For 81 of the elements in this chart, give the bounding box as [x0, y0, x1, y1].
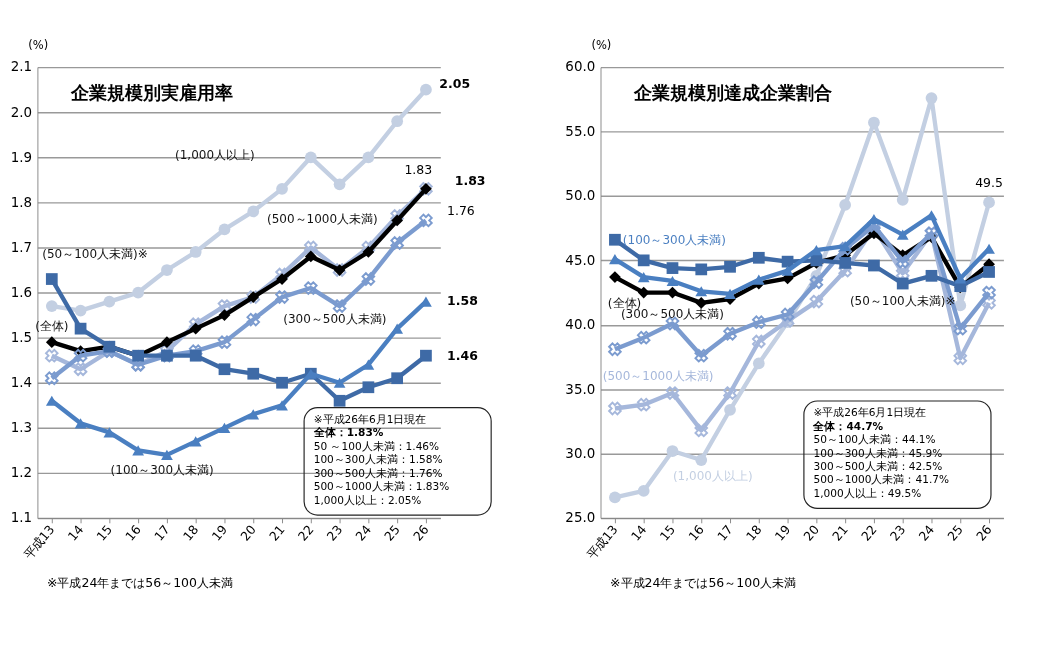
y-axis-title: (%) [28, 38, 49, 53]
y-tick-label: 1.8 [10, 194, 33, 210]
x-tick-label: 25 [381, 521, 403, 544]
x-tick-label: 16 [685, 521, 708, 544]
x-tick-label: 15 [656, 521, 679, 544]
data-label: 1.83 [404, 161, 433, 177]
annotation: 500～1000人未満：1.83% [313, 480, 450, 493]
data-label: 1.58 [447, 293, 478, 309]
x-tick-label: 23 [323, 521, 346, 544]
y-tick-label: 30.0 [565, 445, 596, 461]
series-label: (500～1000人未満) [266, 211, 378, 226]
text: ※平成24年までは56～100人未満 [47, 575, 233, 591]
x-tick-label: 23 [886, 521, 909, 544]
series-label: (300～500人未満) [283, 312, 387, 327]
y-tick-label: 1.9 [10, 149, 33, 165]
y-tick-label: 35.0 [565, 381, 596, 397]
x-tick-label: 25 [944, 521, 966, 544]
x-tick-label: 18 [179, 521, 202, 544]
annotation: 100～300人未満：45.9% [813, 446, 943, 459]
annotation: ※平成26年6月1日現在 [813, 406, 927, 419]
x-tick-label: 20 [237, 521, 260, 544]
annotation: 全体：1.83% [312, 426, 384, 439]
x-tick-label: 18 [742, 521, 765, 544]
data-label: 1.76 [447, 202, 475, 218]
annotation: 300～500人未満：42.5% [813, 460, 943, 473]
annotation: 50～100人未満：44.1% [813, 433, 936, 446]
x-tick-label: 20 [800, 521, 823, 544]
annotation: 1,000人以上：2.05% [313, 493, 422, 506]
data-label: 1.83 [454, 173, 486, 189]
series-label: (500～1000人未満) [602, 368, 714, 383]
data-label: 49.5 [975, 175, 1003, 191]
x-tick-label: 16 [122, 521, 144, 544]
annotation: 500～1000人未満：41.7% [813, 473, 949, 486]
x-tick-label: 24 [352, 521, 375, 544]
y-tick-label: 40.0 [565, 317, 596, 333]
series-label: (50～100人未満)※ [42, 246, 148, 261]
annotation: 全体：44.7% [812, 419, 884, 432]
series-label: (100～300人未満) [622, 232, 726, 247]
x-tick-label: 26 [409, 521, 432, 544]
text: (1,000人以上) [175, 148, 255, 163]
y-tick-label: 50.0 [565, 188, 596, 204]
series-label: (全体) [607, 295, 642, 310]
series-label: (50～100人未満)※ [849, 293, 956, 308]
y-tick-label: 2.1 [10, 59, 33, 75]
y-tick-label: 55.0 [565, 123, 596, 139]
series-label: (300～500人未満) [620, 307, 725, 322]
x-tick-label: 19 [208, 521, 231, 544]
annotation: ※平成26年6月1日現在 [313, 413, 427, 426]
y-tick-label: 1.7 [10, 239, 33, 255]
y-tick-label: 1.4 [10, 375, 33, 391]
annotation: 300～500人未満：1.76% [313, 466, 443, 479]
x-tick-label: 15 [93, 521, 116, 544]
y-tick-label: 60.0 [565, 59, 596, 75]
x-tick-label: 17 [714, 521, 736, 544]
text: 企業規模別達成企業割合 [633, 81, 833, 103]
text: ※平成24年までは56～100人未満 [610, 575, 797, 591]
x-tick-label: 14 [64, 521, 87, 544]
x-tick-label: 17 [150, 521, 173, 544]
x-tick-label: 22 [857, 521, 880, 544]
annotation: 1,000人以上：49.5% [813, 486, 922, 499]
data-label: 1.46 [447, 347, 478, 363]
y-axis-title: (%) [591, 38, 612, 53]
y-tick-label: 1.5 [10, 329, 33, 345]
data-label: 2.05 [439, 75, 471, 91]
x-tick-label: 19 [771, 521, 794, 544]
x-tick-label: 22 [294, 521, 317, 544]
annotation: 100～300人未満：1.58% [313, 453, 443, 466]
x-tick-label: 21 [829, 521, 851, 544]
y-tick-label: 2.0 [10, 104, 33, 120]
y-tick-label: 45.0 [565, 252, 596, 268]
x-tick-label: 21 [266, 521, 288, 544]
y-tick-label: 1.6 [10, 284, 33, 300]
series-label: (全体) [35, 318, 69, 333]
x-tick-label: 26 [973, 521, 995, 544]
y-tick-label: 1.2 [10, 465, 33, 481]
text: 企業規模別実雇用率 [69, 81, 233, 103]
x-tick-label: 24 [915, 521, 938, 544]
x-tick-label: 14 [627, 521, 650, 544]
series-label: (100～300人未満) [110, 463, 214, 478]
y-tick-label: 1.3 [10, 420, 33, 436]
annotation: 50 ～100人未満：1.46% [313, 439, 440, 452]
